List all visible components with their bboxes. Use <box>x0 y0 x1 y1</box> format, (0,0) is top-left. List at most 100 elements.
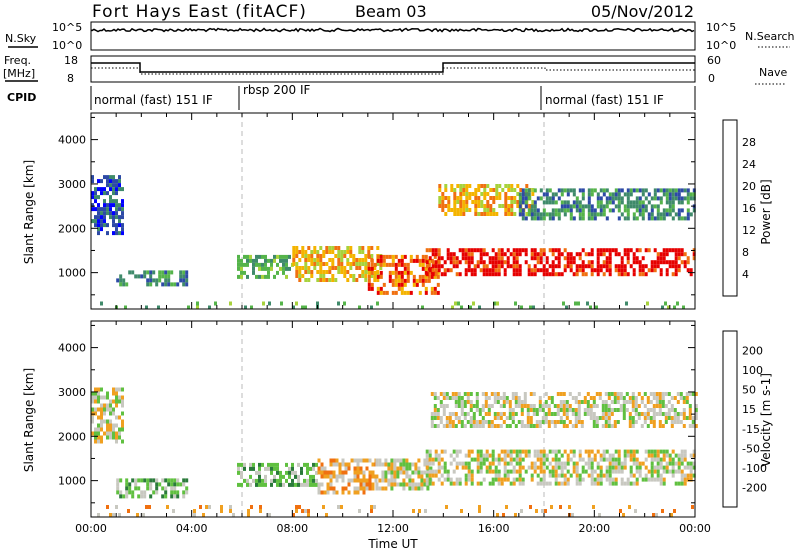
data-cell <box>431 252 435 257</box>
data-cell <box>545 212 549 217</box>
data-cell <box>400 258 404 263</box>
data-cell <box>535 424 539 428</box>
data-cell <box>443 260 447 265</box>
data-cell <box>608 268 612 273</box>
data-cell <box>185 478 189 483</box>
colorbar-tick-label: 4 <box>742 268 749 281</box>
data-cell <box>605 469 609 474</box>
data-cell <box>614 188 618 193</box>
data-cell <box>106 191 109 196</box>
data-cell <box>551 264 555 269</box>
data-cell <box>421 254 425 259</box>
data-cell <box>587 200 591 205</box>
data-cell <box>267 258 270 263</box>
data-cell <box>315 462 318 467</box>
data-cell <box>548 272 552 277</box>
data-cell <box>626 477 630 482</box>
data-cell <box>611 196 615 201</box>
data-cell <box>674 260 678 265</box>
data-cell <box>229 509 232 513</box>
data-cell <box>553 420 557 424</box>
data-cell <box>532 424 536 428</box>
data-cell <box>349 250 353 254</box>
data-cell <box>100 387 103 392</box>
data-cell <box>492 188 496 192</box>
data-cell <box>596 272 600 277</box>
data-cell <box>574 301 577 306</box>
data-cell <box>486 200 490 204</box>
data-cell <box>562 392 566 396</box>
data-cell <box>547 408 551 412</box>
data-cell <box>118 223 121 228</box>
data-cell <box>601 408 605 412</box>
data-cell <box>562 400 566 404</box>
data-cell <box>581 268 585 273</box>
data-cell <box>634 408 638 412</box>
data-cell <box>686 212 690 217</box>
data-cell <box>554 461 558 466</box>
data-cell <box>641 477 645 482</box>
data-cell <box>358 509 361 513</box>
data-cell <box>378 478 382 483</box>
data-cell <box>571 408 575 412</box>
data-cell <box>340 270 344 274</box>
data-cell <box>480 200 484 204</box>
data-cell <box>438 196 442 200</box>
data-cell <box>288 266 291 271</box>
data-cell <box>343 266 347 270</box>
data-cell <box>338 466 342 471</box>
data-cell <box>566 469 570 474</box>
data-cell <box>465 208 469 212</box>
data-cell <box>149 274 153 279</box>
data-cell <box>258 254 261 259</box>
data-cell <box>674 196 678 201</box>
data-cell <box>167 478 171 483</box>
data-cell <box>562 301 565 306</box>
data-cell <box>589 416 593 420</box>
data-cell <box>583 408 587 412</box>
data-cell <box>539 188 543 193</box>
data-cell <box>316 270 320 274</box>
data-cell <box>605 204 609 209</box>
data-cell <box>121 403 124 408</box>
data-cell <box>578 204 582 209</box>
data-cell <box>433 412 437 416</box>
data-cell <box>390 482 394 487</box>
data-cell <box>381 478 385 483</box>
data-cell <box>635 188 639 193</box>
data-cell <box>475 392 479 396</box>
data-cell <box>614 449 618 454</box>
data-cell <box>517 396 521 400</box>
data-cell <box>182 282 186 287</box>
data-cell <box>240 462 243 467</box>
data-cell <box>361 270 365 274</box>
data-cell <box>506 264 510 269</box>
data-cell <box>494 256 498 261</box>
data-cell <box>691 420 695 424</box>
data-cell <box>671 264 675 269</box>
data-cell <box>589 305 592 310</box>
data-cell <box>516 184 520 188</box>
data-cell <box>252 262 255 267</box>
data-cell <box>667 392 671 396</box>
data-cell <box>674 272 678 277</box>
data-cell <box>298 266 302 270</box>
data-cell <box>479 248 483 253</box>
data-cell <box>433 274 437 279</box>
data-cell <box>306 466 309 471</box>
data-cell <box>572 192 576 197</box>
data-cell <box>674 469 678 474</box>
data-cell <box>109 215 112 220</box>
data-cell <box>431 469 435 474</box>
data-cell <box>118 427 121 432</box>
data-cell <box>526 420 530 424</box>
data-cell <box>542 252 546 257</box>
data-cell <box>463 400 467 404</box>
data-cell <box>647 200 651 205</box>
data-cell <box>668 457 672 462</box>
data-cell <box>94 439 97 444</box>
data-cell <box>489 208 493 212</box>
data-cell <box>539 196 543 201</box>
data-cell <box>668 188 672 193</box>
data-cell <box>486 192 490 196</box>
